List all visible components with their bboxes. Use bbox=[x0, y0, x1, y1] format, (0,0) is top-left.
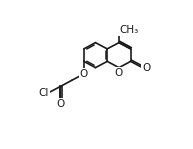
Text: O: O bbox=[80, 69, 88, 79]
Text: O: O bbox=[56, 99, 65, 109]
Text: CH₃: CH₃ bbox=[119, 25, 138, 35]
Text: O: O bbox=[142, 63, 151, 73]
Text: O: O bbox=[115, 68, 123, 78]
Text: Cl: Cl bbox=[38, 88, 49, 98]
